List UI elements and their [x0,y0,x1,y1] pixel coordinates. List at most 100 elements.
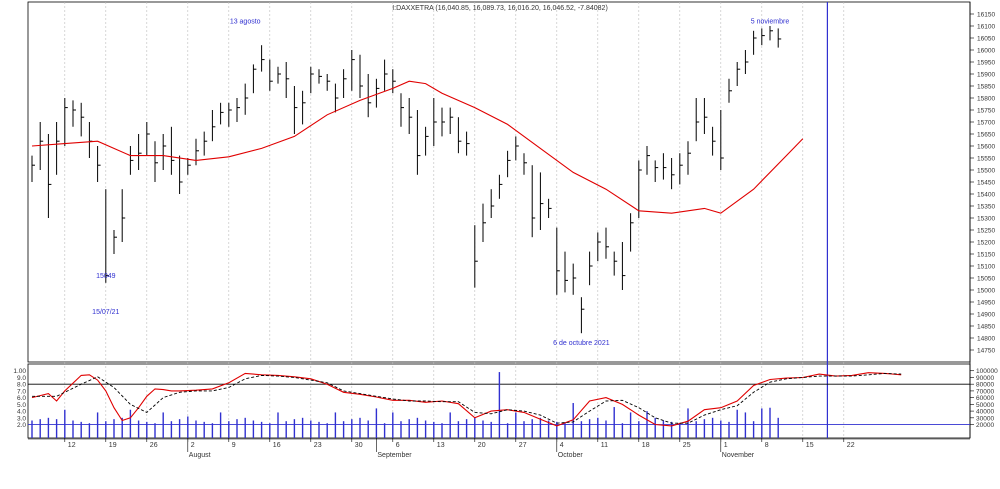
ohlc-bar [712,126,716,156]
ohlc-bar [449,107,454,134]
ohlc-bar [695,98,700,142]
price-tick-label: 15250 [977,228,995,235]
x-tick-label: 6 [396,442,400,449]
price-tick-label: 14750 [977,348,995,355]
ohlc-bar [613,251,618,276]
ohlc-bar [293,86,298,134]
x-tick-label: 1 [724,442,728,449]
x-tick-label: 11 [601,442,608,449]
volume-tick-label: 20000 [976,422,994,429]
ohlc-bar [703,98,708,134]
ohlc-bar [416,110,421,175]
ohlc-bar [539,172,544,230]
ohlc-bar [498,174,503,199]
ohlc-bar [482,203,486,242]
x-tick-label: 13 [437,442,445,449]
ohlc-bar [343,69,347,98]
price-axis: 16150 16100 16050 16000 15950 15900 15850 15800… [969,2,995,438]
ohlc-bar [736,62,741,86]
ohlc-bar [359,54,363,98]
ohlc-bar [400,93,404,127]
ohlc-bar [351,50,355,91]
ohlc-bar [154,141,158,182]
ohlc-bars [31,26,782,334]
ohlc-bar [654,160,659,182]
ohlc-bar [671,158,675,190]
ohlc-bar [252,64,257,94]
x-tick-label: 25 [683,442,691,449]
price-tick-label: 15300 [977,216,995,223]
x-tick-label: 19 [109,442,117,449]
ohlc-bar [269,59,273,91]
ohlc-bar [31,155,35,182]
chart-title: I:DAXXETRA (16,040.85, 16,089.73, 16,016… [392,5,608,12]
moving-average-line [31,80,804,214]
ohlc-bar [244,83,249,115]
oscillator-left-tick-label: 8.0 [17,382,26,389]
price-tick-label: 16150 [977,12,995,19]
oscillator-left-tick-label: 4.0 [17,409,26,416]
ohlc-bar [753,30,757,55]
price-tick-label: 15950 [977,60,995,67]
oscillator-signal-line [32,372,902,424]
ohlc-bar [572,263,577,295]
price-tick-label: 15200 [977,240,995,247]
price-tick-label: 15600 [977,144,995,151]
ohlc-bar [408,98,413,134]
ohlc-bar [97,146,101,182]
ohlc-bar [523,153,527,175]
price-tick-label: 15800 [977,96,995,103]
volume-tick-label: 50000 [976,402,994,409]
gridlines [64,2,845,438]
annotation-label: 6 de octubre 2021 [553,340,610,347]
price-tick-label: 15350 [977,204,995,211]
ohlc-bar [334,83,339,113]
month-label: August [189,452,211,459]
oscillator-left-tick-label: 2.0 [17,422,26,429]
x-tick-label: 23 [314,442,322,449]
ohlc-bar [39,122,44,170]
ohlc-bar [384,59,388,91]
ohlc-bar [392,69,396,94]
ohlc-bar [228,102,232,127]
ohlc-bar [195,138,199,166]
price-tick-label: 15650 [977,132,995,139]
month-label: November [722,452,755,459]
ohlc-bar [457,117,462,154]
oscillator-lines [31,372,902,427]
x-tick-label: 20 [478,442,486,449]
ohlc-bar [441,107,445,137]
month-label: September [377,452,412,459]
ohlc-bar [515,136,519,161]
ohlc-bar [425,126,429,156]
ohlc-bar [769,26,773,41]
ohlc-bar [621,242,626,290]
ohlc-bar [220,102,224,125]
volume-tick-label: 100000 [976,368,998,375]
ohlc-bar [326,74,331,91]
ohlc-bar [105,189,109,283]
ohlc-bar [261,45,265,72]
annotation-label: 15/07/21 [92,309,119,316]
x-tick-label: 16 [273,442,281,449]
price-tick-label: 15850 [977,84,995,91]
price-tick-label: 15400 [977,192,995,199]
ohlc-bar [138,134,142,170]
ohlc-bar [433,98,437,146]
ohlc-bar [662,153,667,180]
ohlc-bar [179,155,183,194]
price-tick-label: 15700 [977,120,995,127]
ohlc-bar [728,78,732,103]
x-tick-label: 15 [806,442,814,449]
volume-tick-label: 90000 [976,375,994,382]
ohlc-bar [375,78,380,108]
ohlc-bar [646,146,650,175]
price-tick-label: 15150 [977,252,995,259]
ohlc-bar [466,131,470,156]
ohlc-bar [679,153,683,185]
ohlc-bar [310,66,314,94]
ohlc-bar [80,102,85,137]
x-tick-label: 30 [355,442,363,449]
price-tick-label: 15750 [977,108,995,115]
x-tick-label: 27 [519,442,527,449]
